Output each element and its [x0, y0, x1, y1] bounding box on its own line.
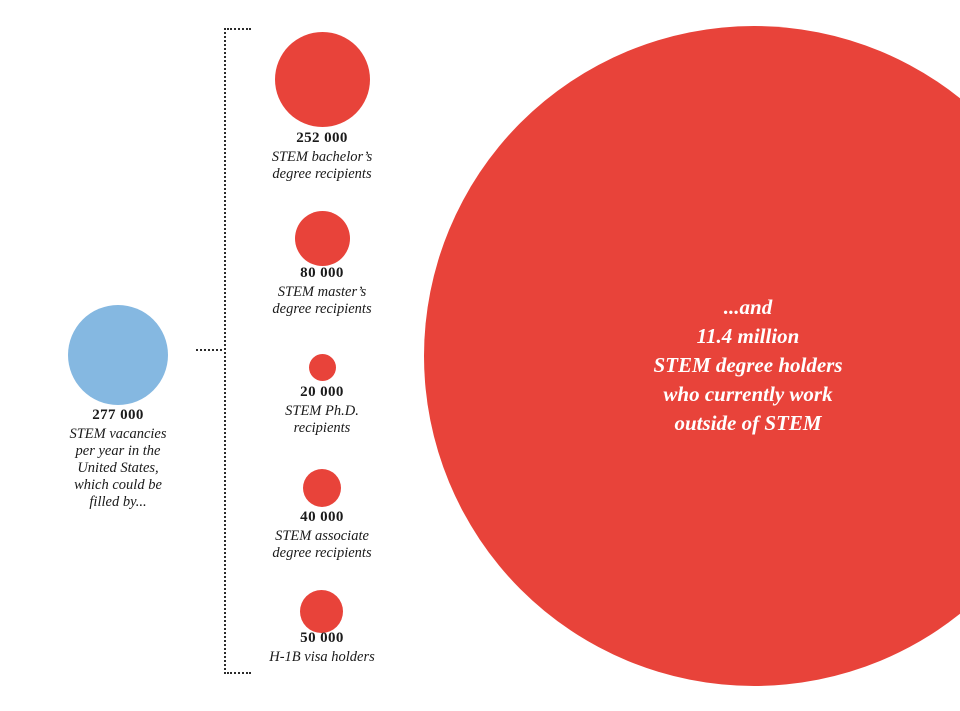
bracket-middle-tick	[196, 349, 222, 351]
bubble-masters	[295, 211, 350, 266]
bachelors-caption: STEM bachelor’s degree recipients	[271, 149, 373, 183]
bubble-h1b	[300, 590, 343, 633]
bubble-phd	[309, 354, 336, 381]
vacancies-value: 277 000	[92, 407, 144, 423]
masters-caption: STEM master’s degree recipients	[272, 284, 372, 318]
label-bachelors: 252 000 STEM bachelor’s degree recipient…	[242, 130, 402, 183]
bachelors-value: 252 000	[296, 130, 348, 146]
label-masters: 80 000 STEM master’s degree recipients	[242, 265, 402, 318]
outside-stem-text: ...and 11.4 million STEM degree holders …	[653, 295, 843, 435]
bracket-top-tick	[227, 28, 251, 30]
associate-caption: STEM associate degree recipients	[272, 528, 372, 562]
h1b-caption: H-1B visa holders	[269, 649, 375, 665]
phd-value: 20 000	[300, 384, 344, 400]
bracket-vertical-line	[224, 28, 226, 674]
h1b-value: 50 000	[300, 630, 344, 646]
bubble-stem-vacancies	[68, 305, 168, 405]
vacancies-caption: STEM vacancies per year in the United St…	[69, 426, 167, 511]
bubble-associate	[303, 469, 341, 507]
label-associate: 40 000 STEM associate degree recipients	[242, 509, 402, 562]
phd-caption: STEM Ph.D. recipients	[285, 403, 359, 437]
masters-value: 80 000	[300, 265, 344, 281]
label-phd: 20 000 STEM Ph.D. recipients	[242, 384, 402, 437]
bubble-bachelors	[275, 32, 370, 127]
label-stem-vacancies: 277 000 STEM vacancies per year in the U…	[38, 407, 198, 512]
bracket-bottom-tick	[227, 672, 251, 674]
label-h1b: 50 000 H-1B visa holders	[242, 630, 402, 666]
associate-value: 40 000	[300, 509, 344, 525]
bubble-outside-stem	[424, 26, 960, 686]
